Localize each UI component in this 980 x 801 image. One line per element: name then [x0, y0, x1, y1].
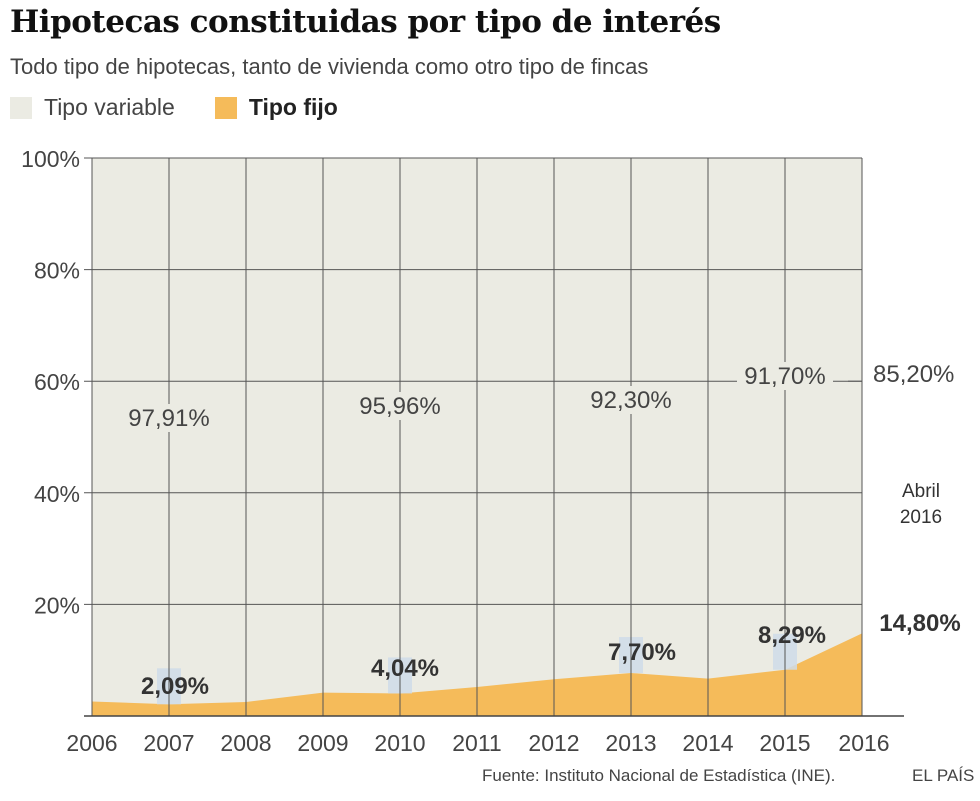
y-tick-label: 20%	[34, 592, 80, 618]
legend-item-fijo: Tipo fijo	[214, 94, 338, 121]
variable-label-bg	[352, 392, 448, 420]
x-tick-label: 2011	[452, 730, 501, 756]
legend-label-fijo: Tipo fijo	[248, 94, 338, 120]
legend-item-variable: Tipo variable	[10, 94, 175, 121]
fijo-area	[92, 633, 862, 716]
fijo-value-label: 14,80%	[879, 610, 960, 637]
variable-label-bg	[583, 386, 679, 414]
annotation-month: Abril	[902, 481, 940, 502]
variable-label-bg	[737, 362, 833, 390]
x-tick-label: 2010	[374, 730, 425, 756]
x-tick-label: 2006	[66, 730, 117, 756]
y-tick-label: 80%	[34, 258, 80, 284]
fijo-value-label: 7,70%	[608, 639, 676, 666]
y-tick-label: 100%	[21, 146, 80, 172]
fijo-value-label: 2,09%	[141, 673, 209, 700]
x-tick-label: 2016	[838, 730, 889, 756]
legend-label-variable: Tipo variable	[44, 94, 175, 120]
variable-label-bg	[121, 404, 217, 432]
brand-logo: EL PAÍS	[912, 766, 975, 785]
chart-subtitle: Todo tipo de hipotecas, tanto de viviend…	[10, 54, 649, 79]
variable-value-label: 95,96%	[359, 393, 440, 420]
x-tick-label: 2009	[297, 730, 348, 756]
legend-swatch-variable	[10, 96, 32, 119]
variable-value-label: 85,20%	[873, 361, 954, 388]
variable-value-label: 92,30%	[590, 387, 671, 414]
legend-swatch-fijo	[214, 96, 237, 119]
x-tick-label: 2012	[528, 730, 579, 756]
x-tick-label: 2007	[143, 730, 194, 756]
fijo-value-label: 4,04%	[371, 655, 439, 682]
chart-title: Hipotecas constituidas por tipo de inter…	[10, 4, 721, 40]
source-note: Fuente: Instituto Nacional de Estadístic…	[482, 766, 836, 785]
x-tick-label: 2014	[682, 730, 733, 756]
y-tick-label: 60%	[34, 369, 80, 395]
variable-value-label: 91,70%	[744, 363, 825, 390]
fijo-value-label: 8,29%	[758, 622, 826, 649]
annotation-year: 2016	[900, 507, 942, 528]
x-tick-label: 2008	[220, 730, 271, 756]
x-tick-label: 2015	[759, 730, 810, 756]
legend: Tipo variable Tipo fijo	[10, 94, 378, 121]
variable-value-label: 97,91%	[128, 405, 209, 432]
x-tick-label: 2013	[605, 730, 656, 756]
y-tick-label: 40%	[34, 481, 80, 507]
